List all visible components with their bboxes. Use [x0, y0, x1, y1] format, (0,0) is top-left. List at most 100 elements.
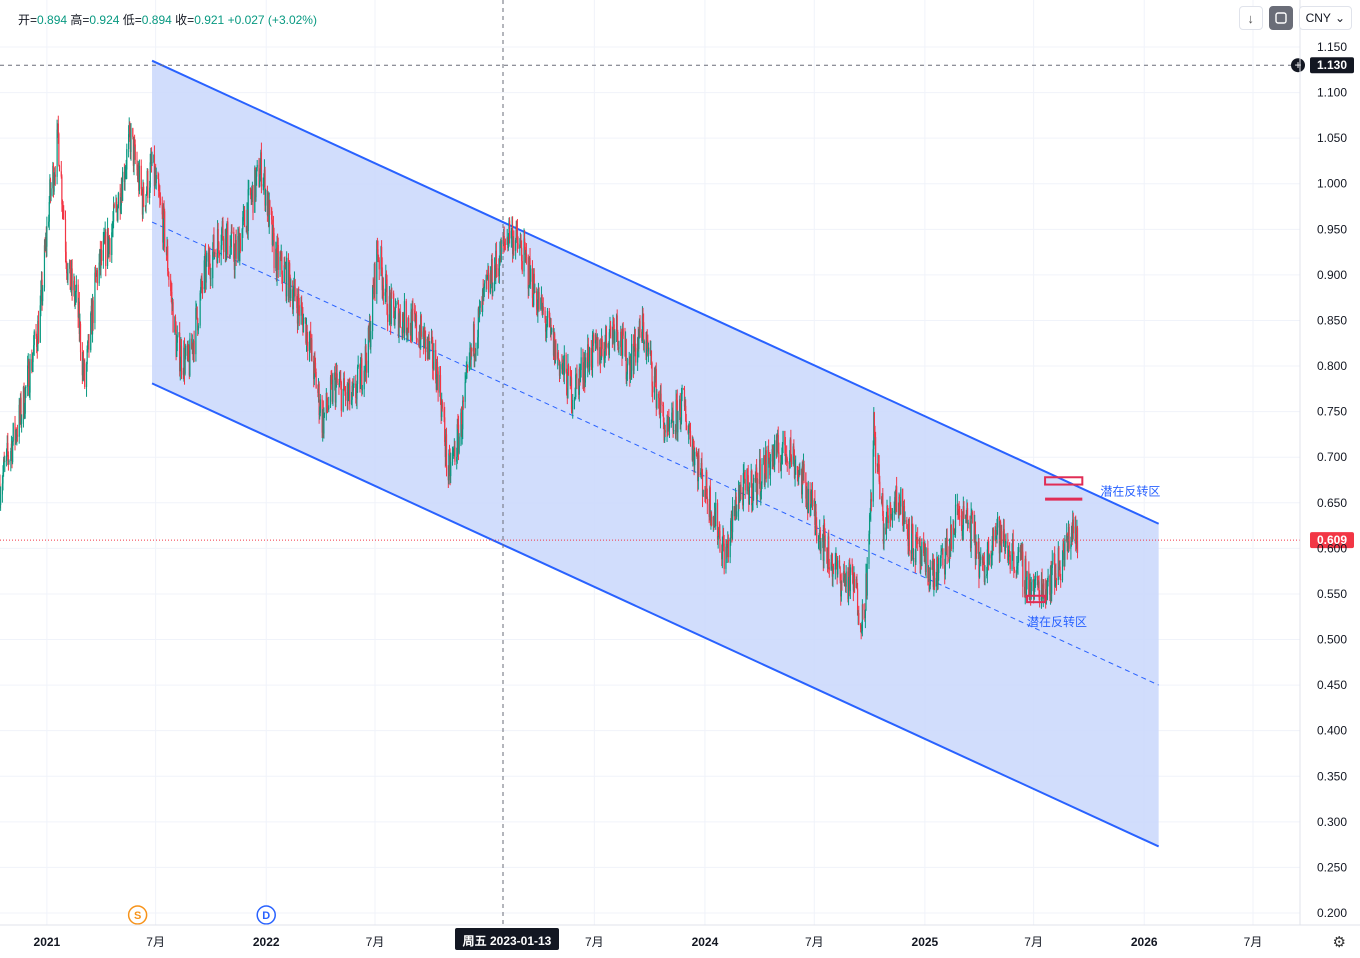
candle-body	[767, 449, 769, 479]
candle-body	[626, 363, 629, 375]
candle-body	[286, 257, 288, 297]
candle-body	[816, 525, 818, 541]
regression-channel[interactable]	[151, 59, 1160, 848]
candle-body	[697, 455, 699, 482]
candle-body	[843, 571, 845, 578]
candle-body	[611, 328, 613, 339]
candle-body	[523, 238, 525, 272]
candle-body	[903, 506, 905, 532]
candle-body	[77, 284, 79, 318]
candle-body	[673, 430, 675, 432]
candle-body	[609, 325, 612, 329]
candle-body	[807, 503, 809, 514]
candle-body	[752, 491, 754, 504]
candle-body	[759, 459, 761, 497]
candle-body	[125, 169, 127, 171]
candle-body	[774, 440, 776, 465]
candle-body	[27, 365, 29, 387]
candle-body	[218, 242, 220, 254]
candle-body	[734, 496, 737, 510]
candle-body	[795, 466, 797, 468]
candle-body	[713, 517, 715, 522]
candle-body	[798, 470, 800, 479]
candle-body	[310, 332, 312, 351]
candle-body	[64, 219, 67, 252]
candle-body	[315, 371, 317, 389]
candle-body	[326, 408, 329, 410]
candle-body	[948, 556, 950, 562]
candle-body	[0, 494, 2, 506]
candle-body	[134, 143, 136, 145]
candle-body	[172, 302, 174, 333]
candle-body	[180, 345, 182, 363]
candle-body	[485, 274, 487, 284]
candle-body	[544, 310, 546, 320]
candle-body	[146, 170, 148, 192]
candle-body	[1007, 541, 1009, 561]
candle-body	[28, 361, 30, 396]
candle-body	[857, 613, 859, 616]
down-arrow-icon[interactable]: ↓	[1238, 6, 1263, 30]
candle-body	[435, 350, 437, 380]
candle-body	[701, 462, 703, 474]
candle-body	[956, 504, 958, 506]
candle-body	[230, 231, 232, 247]
candle-body	[810, 506, 812, 516]
candle-body	[517, 243, 519, 249]
candle-body	[429, 341, 431, 352]
currency-select[interactable]: CNY ⌄	[1298, 6, 1352, 30]
candle-body	[296, 307, 299, 324]
candle-body	[1037, 575, 1039, 588]
candle-body	[157, 175, 159, 179]
candle-body	[999, 521, 1001, 554]
candle-body	[70, 268, 73, 288]
candle-body	[979, 557, 981, 561]
candle-body	[112, 221, 114, 229]
candle-body	[802, 464, 805, 477]
candle-body	[368, 327, 370, 339]
candle-body	[672, 410, 674, 431]
candle-body	[788, 462, 790, 465]
candle-body	[206, 252, 208, 262]
candle-body	[81, 352, 83, 376]
candle-body	[25, 386, 27, 388]
candle-body	[524, 238, 526, 247]
candle-body	[332, 379, 334, 402]
candle-body	[6, 442, 8, 450]
candle-body	[714, 512, 716, 527]
candle-body	[578, 378, 580, 395]
candle-body	[1022, 551, 1024, 587]
candle-body	[1020, 548, 1022, 553]
candle-body	[197, 318, 199, 331]
candle-body	[436, 361, 439, 372]
candle-body	[768, 449, 770, 462]
candle-body	[91, 300, 94, 335]
candle-body	[129, 124, 131, 133]
candle-body	[418, 339, 420, 346]
candle-body	[823, 523, 825, 561]
screenshot-icon[interactable]	[1268, 6, 1293, 30]
candle-body	[338, 381, 341, 385]
candle-body	[283, 265, 285, 282]
x-tick-label: 7月	[1024, 935, 1043, 949]
candle-body	[1071, 532, 1073, 539]
candle-body	[213, 252, 216, 257]
candle-body	[760, 491, 762, 497]
candle-body	[433, 350, 435, 370]
candle-body	[364, 346, 366, 372]
candle-body	[52, 165, 54, 189]
candle-body	[726, 546, 728, 557]
settings-gear-icon[interactable]: ⚙	[1332, 934, 1346, 951]
candle-body	[197, 325, 199, 331]
candle-body	[746, 469, 748, 491]
candle-body	[969, 528, 972, 549]
candle-body	[587, 344, 589, 360]
candle-body	[1015, 570, 1017, 573]
candle-body	[896, 486, 898, 506]
candle-body	[831, 553, 833, 563]
candle-body	[1018, 547, 1020, 553]
candle-body	[533, 273, 535, 306]
candle-body	[285, 266, 287, 297]
candle-body	[414, 310, 416, 315]
